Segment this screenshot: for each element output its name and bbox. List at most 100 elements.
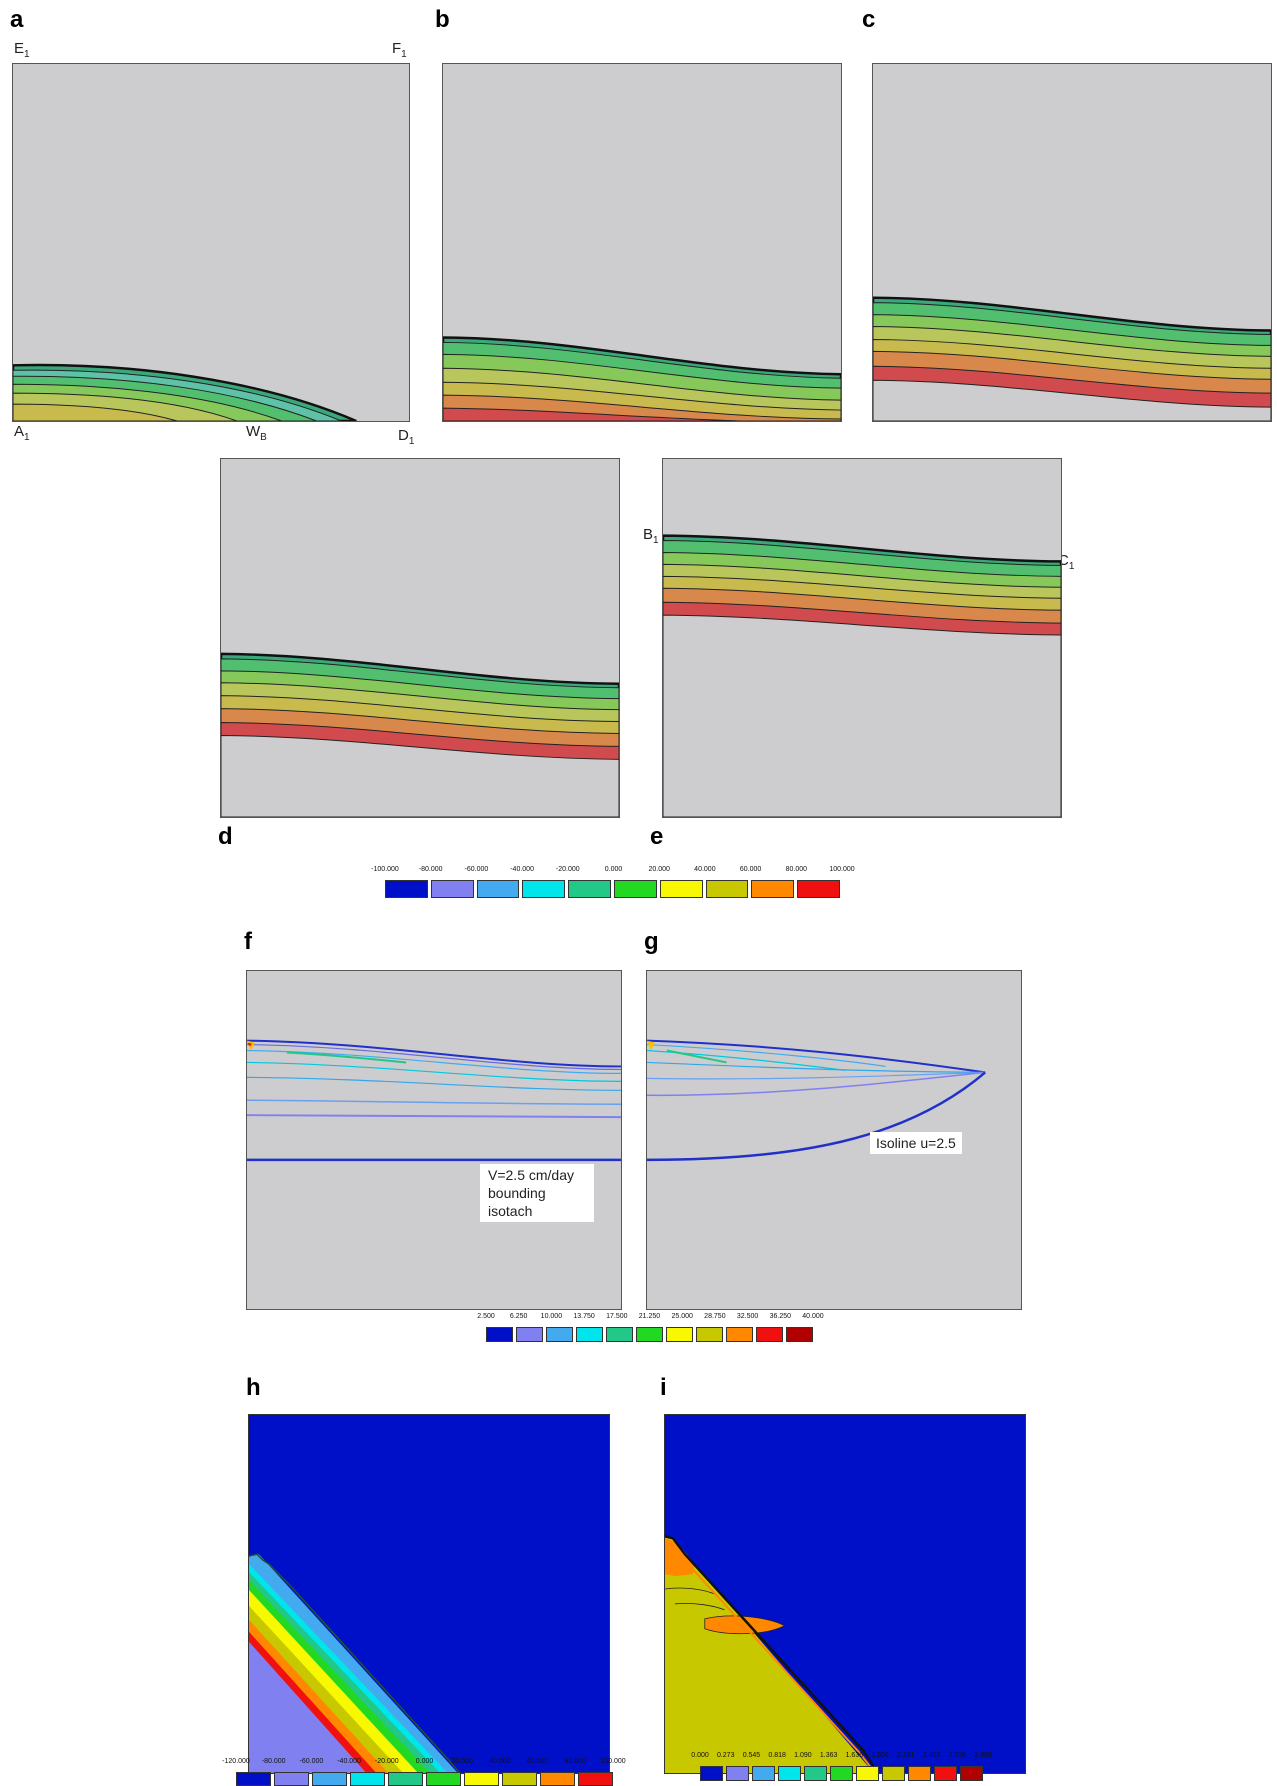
panel-label-g: g	[644, 928, 659, 955]
legend-swatch	[274, 1772, 309, 1786]
legend-tick-labels: 0.000 0.273 0.545 0.818 1.090 1.363 1.636 1.908…	[691, 1752, 992, 1762]
legend-swatch	[606, 1327, 633, 1342]
isoline-text: Isoline u=2.5	[876, 1135, 956, 1151]
legend-tick-label: 2.500	[477, 1313, 495, 1320]
panel-b	[442, 63, 842, 422]
legend-tick-label: 6.250	[509, 1313, 528, 1320]
legend-swatch	[516, 1327, 543, 1342]
legend-swatch	[613, 880, 657, 898]
legend-swatch	[659, 880, 703, 898]
legend-swatch	[426, 1772, 461, 1786]
corner-label-e1: E1	[14, 40, 30, 60]
panel-label-i: i	[660, 1374, 667, 1401]
legend-tick-label: -100.000	[371, 866, 399, 873]
legend-tick-label: 32.500	[736, 1313, 759, 1320]
legend-tick-label: 21.250	[638, 1313, 661, 1320]
legend-tick-label: 36.250	[769, 1313, 792, 1320]
legend-swatches	[700, 1766, 990, 1781]
legend-tick-label: 0.000	[691, 1752, 709, 1759]
isoline-annotation: Isoline u=2.5	[870, 1132, 962, 1154]
legend-tick-label: -60.000	[299, 1758, 324, 1765]
legend-tick-label: 60.000	[739, 866, 762, 873]
panel-label-d: d	[218, 823, 233, 850]
legend-swatch	[934, 1766, 957, 1781]
legend-pressure: -100.000 -80.000 -60.000 -40.000 -20.000 0.00…	[371, 866, 855, 898]
panel-g	[646, 970, 1022, 1310]
panel-e-contours	[663, 534, 1061, 817]
panel-h	[248, 1414, 610, 1774]
panel-i-contours	[665, 1415, 1025, 1773]
legend-swatch	[786, 1327, 813, 1342]
legend-swatch	[830, 1766, 853, 1781]
legend-tick-label: 80.000	[564, 1758, 587, 1765]
panel-f	[246, 970, 622, 1310]
legend-swatch	[700, 1766, 723, 1781]
legend-swatch	[578, 1772, 613, 1786]
legend-tick-label: 2.181	[897, 1752, 915, 1759]
legend-tick-label: 1.908	[871, 1752, 889, 1759]
legend-tick-label: 17.500	[606, 1313, 628, 1320]
legend-swatches	[486, 1327, 816, 1342]
panel-c-contours	[873, 296, 1271, 421]
panel-label-c: c	[862, 6, 876, 33]
legend-swatch	[960, 1766, 983, 1781]
legend-tick-label: -120.000	[222, 1758, 250, 1765]
panel-label-e: e	[650, 823, 664, 850]
legend-swatch	[696, 1327, 723, 1342]
legend-tick-labels: 2.500 6.250 10.000 13.750 17.500 21.250 25.000…	[477, 1313, 823, 1323]
legend-swatch	[486, 1327, 513, 1342]
panel-f-isolines	[247, 1039, 621, 1162]
legend-pressure-h: -120.000 -80.000 -60.000 -40.000 -20.000 0.00…	[222, 1758, 626, 1786]
legend-swatch	[502, 1772, 537, 1786]
legend-tick-label: -20.000	[374, 1758, 399, 1765]
legend-swatch	[666, 1327, 693, 1342]
legend-swatch	[797, 880, 840, 898]
legend-tick-labels: -100.000 -80.000 -60.000 -40.000 -20.000 0.00…	[371, 866, 854, 876]
legend-swatch	[908, 1766, 931, 1781]
panel-label-f: f	[244, 928, 252, 955]
corner-label-c1: C1	[1058, 552, 1075, 572]
legend-tick-label: 2.453	[922, 1752, 941, 1759]
legend-swatch	[464, 1772, 499, 1786]
legend-swatch	[752, 1766, 775, 1781]
corner-label-b1: B1	[643, 526, 659, 546]
panel-a-contours	[13, 363, 357, 421]
panel-a	[12, 63, 410, 422]
legend-tick-label: -40.000	[337, 1758, 361, 1765]
legend-tick-label: 0.000	[604, 866, 623, 873]
legend-tick-label: 40.000	[802, 1313, 824, 1320]
panel-label-h: h	[246, 1374, 261, 1401]
legend-tick-label: 20.000	[648, 866, 670, 873]
legend-tick-label: 40.000	[489, 1758, 511, 1765]
legend-ratio-i: 0.000 0.273 0.545 0.818 1.090 1.363 1.636 1.908…	[691, 1752, 992, 1781]
legend-tick-label: 0.818	[768, 1752, 786, 1759]
corner-label-a1: A1	[14, 423, 30, 443]
legend-velocity: 2.500 6.250 10.000 13.750 17.500 21.250 25.000…	[477, 1313, 824, 1342]
legend-swatch	[236, 1772, 271, 1786]
legend-tick-label: 2.726	[948, 1752, 967, 1759]
panel-label-b: b	[435, 6, 450, 33]
panel-d-contours	[221, 652, 619, 817]
panel-e	[662, 458, 1062, 818]
legend-tick-label: 80.000	[785, 866, 808, 873]
legend-swatch	[312, 1772, 347, 1786]
legend-swatch	[778, 1766, 801, 1781]
legend-swatch	[385, 880, 428, 898]
panel-b-contours	[443, 336, 841, 421]
legend-tick-label: 1.090	[794, 1752, 812, 1759]
panel-c	[872, 63, 1272, 422]
legend-tick-label: -80.000	[261, 1758, 286, 1765]
panel-label-a: a	[10, 6, 24, 33]
legend-tick-label: 0.273	[716, 1752, 735, 1759]
legend-swatch	[522, 880, 566, 898]
legend-swatch	[568, 880, 611, 898]
legend-tick-label: -60.000	[464, 866, 489, 873]
legend-swatch	[726, 1327, 753, 1342]
isotach-annotation: V=2.5 cm/day bounding isotach	[480, 1164, 594, 1222]
isotach-line-3: isotach	[488, 1203, 533, 1219]
legend-swatch	[856, 1766, 879, 1781]
panel-h-contours	[249, 1415, 609, 1773]
legend-swatch	[546, 1327, 573, 1342]
legend-tick-label: -80.000	[418, 866, 443, 873]
panel-i	[664, 1414, 1026, 1774]
